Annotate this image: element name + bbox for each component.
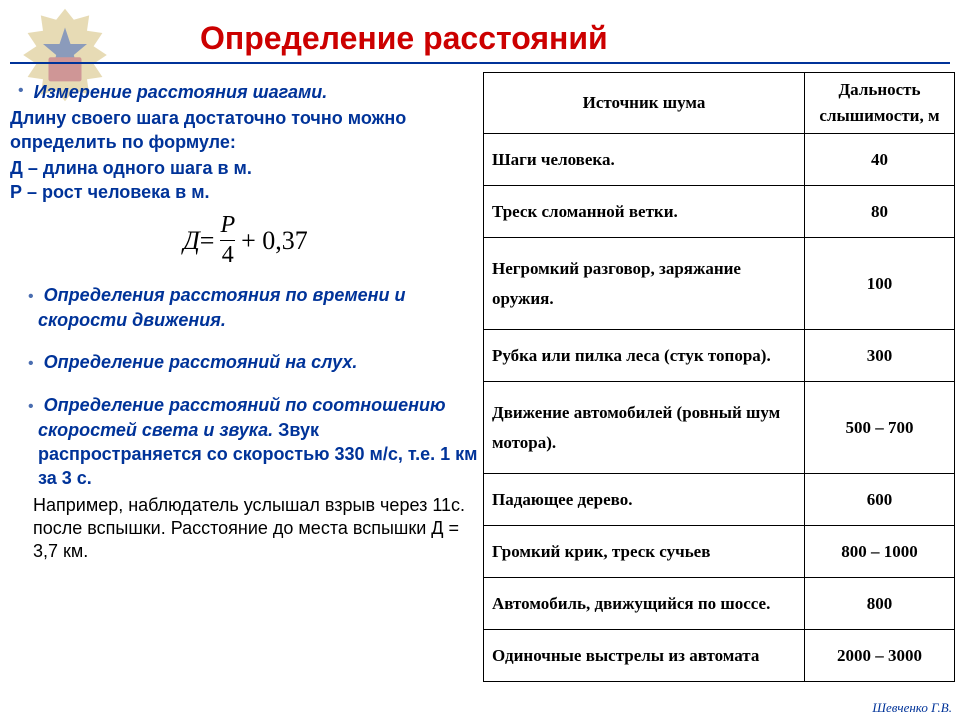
table-row: Одиночные выстрелы из автомата2000 – 300… (484, 630, 955, 682)
source-cell: Одиночные выстрелы из автомата (484, 630, 805, 682)
formula-denom: 4 (222, 242, 234, 269)
bullet-3-text: Определение расстояний на слух. (44, 352, 358, 372)
bullet-4a-text: Определение расстояний по соотношению ск… (38, 395, 446, 440)
bullet-icon: • (28, 288, 34, 305)
formula-numer: P (220, 212, 235, 239)
formula-d: Д (183, 226, 200, 256)
source-cell: Автомобиль, движущийся по шоссе. (484, 578, 805, 630)
fraction-line (220, 240, 235, 241)
table-row: Падающее дерево.600 (484, 474, 955, 526)
source-cell: Треск сломанной ветки. (484, 186, 805, 238)
formula-tail: + 0,37 (241, 226, 308, 256)
table-header-source: Источник шума (484, 73, 805, 134)
table-row: Треск сломанной ветки.80 (484, 186, 955, 238)
source-cell: Рубка или пилка леса (стук топора). (484, 330, 805, 382)
bullet-1-text: Измерение расстояния шагами. (34, 80, 328, 104)
formula: Д = P 4 + 0,37 (8, 212, 483, 269)
table-row: Шаги человека.40 (484, 134, 955, 186)
value-cell: 80 (805, 186, 955, 238)
source-cell: Движение автомобилей (ровный шум мотора)… (484, 382, 805, 474)
bullet-icon: • (18, 80, 24, 102)
value-cell: 800 (805, 578, 955, 630)
author-footer: Шевченко Г.В. (872, 700, 952, 716)
title-underline (10, 62, 950, 64)
source-cell: Падающее дерево. (484, 474, 805, 526)
page-title: Определение расстояний (200, 20, 608, 57)
sound-table: Источник шума Дальность слышимости, м Ша… (483, 72, 955, 682)
bullet-icon: • (28, 355, 34, 372)
value-cell: 300 (805, 330, 955, 382)
source-cell: Негромкий разговор, заряжание оружия. (484, 238, 805, 330)
source-cell: Громкий крик, треск сучьев (484, 526, 805, 578)
p-desc: – рост человека в м. (22, 182, 210, 202)
table-row: Негромкий разговор, заряжание оружия.100 (484, 238, 955, 330)
d-label: Д (10, 158, 23, 178)
table-header-distance: Дальность слышимости, м (805, 73, 955, 134)
d-desc: – длина одного шага в м. (23, 158, 252, 178)
value-cell: 600 (805, 474, 955, 526)
p-label: Р (10, 182, 22, 202)
value-cell: 2000 – 3000 (805, 630, 955, 682)
table-row: Рубка или пилка леса (стук топора).300 (484, 330, 955, 382)
formula-eq: = (200, 226, 215, 256)
value-cell: 500 – 700 (805, 382, 955, 474)
value-cell: 800 – 1000 (805, 526, 955, 578)
source-cell: Шаги человека. (484, 134, 805, 186)
value-cell: 100 (805, 238, 955, 330)
bullet-2-text: Определения расстояния по времени и скор… (38, 285, 406, 330)
table-row: Автомобиль, движущийся по шоссе.800 (484, 578, 955, 630)
example-text: Например, наблюдатель услышал взрыв чере… (8, 494, 483, 563)
table-row: Громкий крик, треск сучьев800 – 1000 (484, 526, 955, 578)
value-cell: 40 (805, 134, 955, 186)
table-row: Движение автомобилей (ровный шум мотора)… (484, 382, 955, 474)
intro-line: Длину своего шага достаточно точно можно… (8, 106, 483, 154)
bullet-icon: • (28, 398, 34, 415)
left-column: • Измерение расстояния шагами. Длину сво… (8, 80, 483, 563)
